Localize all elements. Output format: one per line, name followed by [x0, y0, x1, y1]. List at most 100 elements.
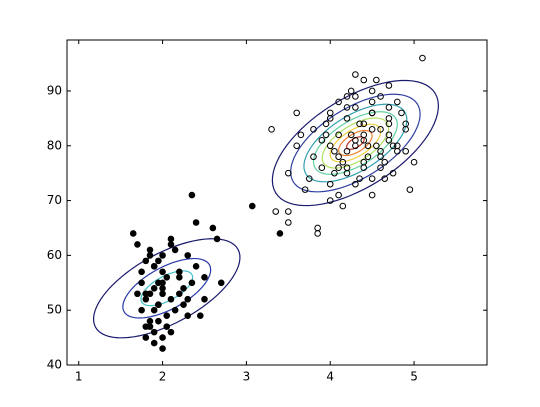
point — [385, 136, 393, 144]
contour — [312, 111, 398, 175]
point — [352, 104, 359, 111]
point — [188, 191, 196, 199]
y-tick-label: 40 — [47, 358, 62, 372]
point — [352, 93, 359, 100]
point — [419, 54, 426, 62]
point — [368, 87, 376, 95]
point — [343, 147, 351, 155]
point — [326, 180, 334, 188]
point — [314, 230, 321, 237]
point — [352, 180, 359, 188]
point — [356, 120, 363, 128]
point — [398, 109, 405, 117]
x-tick-label: 2 — [159, 370, 167, 384]
point — [360, 131, 368, 139]
point — [248, 202, 256, 210]
point — [343, 104, 351, 111]
point — [293, 109, 301, 117]
point — [326, 197, 334, 204]
point — [322, 120, 330, 128]
point — [339, 158, 347, 166]
point — [196, 312, 204, 319]
point — [167, 235, 175, 243]
point — [155, 317, 162, 325]
point — [134, 290, 141, 298]
point — [360, 76, 368, 84]
point — [364, 153, 372, 161]
point — [335, 164, 342, 171]
point — [192, 263, 200, 270]
point — [389, 142, 397, 150]
point — [318, 164, 326, 171]
point — [385, 120, 393, 128]
point — [159, 334, 166, 341]
contour — [338, 129, 373, 157]
point — [146, 246, 154, 254]
point — [150, 328, 158, 336]
point — [159, 345, 166, 352]
point — [335, 191, 342, 199]
point — [142, 334, 150, 341]
x-tick-label: 4 — [326, 370, 334, 384]
point — [184, 295, 192, 303]
point — [326, 115, 334, 122]
point — [297, 131, 305, 139]
point — [142, 257, 150, 265]
point — [146, 290, 154, 298]
point — [159, 284, 166, 292]
x-tick-label: 5 — [410, 370, 418, 384]
point — [377, 93, 384, 100]
point — [163, 323, 171, 330]
point — [134, 241, 141, 248]
point — [360, 120, 368, 128]
point — [150, 284, 158, 292]
point — [402, 126, 409, 133]
point — [393, 98, 401, 106]
point — [268, 126, 275, 133]
point — [322, 131, 330, 139]
point — [360, 136, 368, 144]
point — [176, 268, 183, 276]
point — [385, 115, 393, 122]
point — [176, 274, 183, 281]
point — [406, 186, 414, 193]
point — [167, 241, 175, 248]
point — [352, 142, 359, 150]
contour — [290, 93, 421, 193]
point — [335, 131, 342, 139]
point — [368, 191, 376, 199]
point — [146, 252, 154, 259]
point — [150, 339, 158, 347]
x-tick-label: 3 — [243, 370, 251, 384]
point — [331, 147, 338, 155]
point — [213, 235, 221, 243]
point — [142, 295, 150, 303]
point — [368, 126, 376, 133]
point — [155, 257, 162, 265]
point — [163, 274, 171, 281]
point — [339, 202, 347, 210]
point — [184, 252, 192, 259]
y-tick-label: 80 — [47, 138, 62, 152]
point — [155, 301, 162, 309]
point — [301, 186, 309, 193]
point — [285, 169, 292, 177]
point — [171, 246, 179, 254]
point — [167, 295, 175, 303]
point — [373, 76, 380, 84]
point — [201, 295, 208, 303]
point — [314, 224, 321, 232]
point — [180, 284, 187, 292]
point — [381, 158, 389, 166]
point — [368, 175, 376, 182]
plot-frame — [66, 39, 488, 366]
point — [335, 98, 342, 106]
point — [326, 109, 334, 117]
point — [155, 279, 162, 287]
point — [310, 153, 317, 161]
point — [352, 71, 359, 78]
point — [129, 230, 137, 237]
point — [138, 268, 145, 276]
point — [343, 93, 351, 100]
